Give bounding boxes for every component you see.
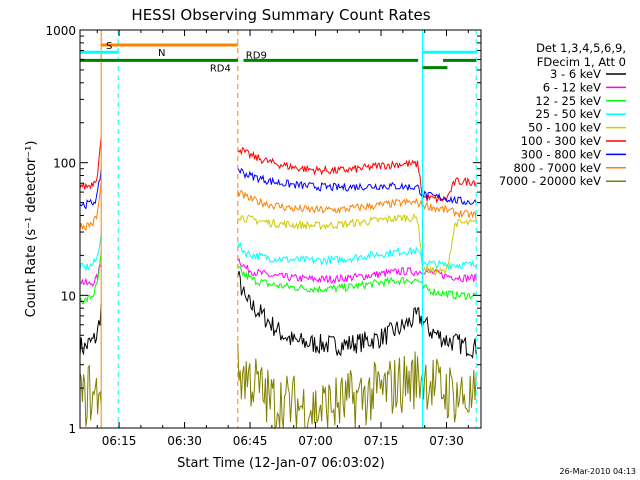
series-segment [79, 181, 102, 232]
legend-entry-label: 7000 - 20000 keV [499, 174, 601, 188]
series-segment [79, 304, 102, 356]
y-tick-label: 10 [61, 289, 76, 303]
y-axis-label: Count Rate (s⁻¹ detector⁻¹) [24, 141, 39, 318]
bar-label-n: N [158, 48, 165, 59]
x-tick-label: 07:00 [298, 434, 333, 448]
series-segment [237, 265, 477, 301]
series-50-100keV-line [237, 212, 477, 277]
plot-area: S N RD9 RD4 [79, 30, 477, 430]
series-12-25keV-line [79, 252, 477, 305]
legend-entry-label: 12 - 25 keV [535, 94, 601, 108]
series-7000-20000keV-line [79, 343, 477, 430]
x-tick-label: 07:15 [364, 434, 399, 448]
legend-entry-label: 800 - 7000 keV [513, 161, 601, 175]
legend-entry-label: 100 - 300 keV [521, 134, 601, 148]
chart-title: HESSI Observing Summary Count Rates [131, 6, 430, 24]
y-tick-label: 1000 [45, 24, 76, 38]
bar-label-rd9: RD9 [246, 50, 267, 61]
series-segment [237, 189, 477, 220]
series-segment [237, 270, 477, 359]
x-tick-label: 07:30 [429, 434, 464, 448]
footer-timestamp: 26-Mar-2010 04:13 [560, 467, 637, 476]
y-tick-label: 100 [53, 157, 76, 171]
legend-entry-label: 6 - 12 keV [543, 80, 601, 94]
series-segment [237, 343, 477, 430]
axis-ticks: 06:15 06:30 06:45 07:00 07:15 07:30 1 10 100 1000 [45, 24, 481, 448]
legend-entry-label: 300 - 800 keV [521, 147, 601, 161]
legend-entry-label: 25 - 50 keV [535, 107, 601, 121]
x-tick-label: 06:15 [102, 434, 137, 448]
legend-header-line: FDecim 1, Att 0 [537, 55, 626, 69]
bar-label-rd4: RD4 [210, 63, 231, 74]
legend-entry-label: 50 - 100 keV [528, 121, 601, 135]
x-tick-label: 06:30 [167, 434, 202, 448]
series-3-6keV-line [79, 270, 477, 359]
series-segment [79, 364, 102, 427]
series-segment [237, 212, 477, 277]
legend-entry-label: 3 - 6 keV [550, 67, 601, 81]
legend: Det 1,3,4,5,6,9,FDecim 1, Att 03 - 6 keV… [499, 41, 626, 188]
x-tick-label: 06:45 [233, 434, 268, 448]
series-segment [237, 167, 477, 206]
series-segment [79, 234, 102, 271]
series-800-7000keV-line [79, 181, 477, 232]
series-segment [79, 252, 102, 305]
series-segment [237, 146, 477, 204]
y-tick-label: 1 [68, 422, 76, 436]
plot-frame [79, 29, 482, 429]
bar-label-s: S [106, 41, 112, 52]
x-axis-label: Start Time (12-Jan-07 06:03:02) [177, 456, 385, 471]
legend-header-line: Det 1,3,4,5,6,9, [536, 41, 626, 55]
